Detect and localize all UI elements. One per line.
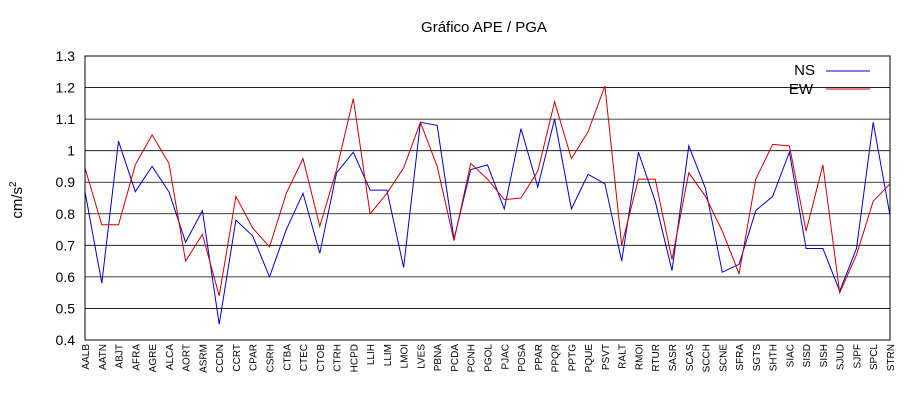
x-tick-label: CCRT bbox=[232, 344, 243, 372]
x-tick-labels: AALB AATN ABJT AFRA AGRE ALCA AORT ASRM CCDN CCRT… bbox=[81, 344, 897, 373]
x-tick-label: SIAC bbox=[785, 344, 796, 367]
grid-lines bbox=[85, 87, 890, 309]
x-tick-label: SCAS bbox=[685, 344, 696, 372]
legend: NS EW bbox=[789, 62, 870, 98]
x-tick-label: CTRH bbox=[333, 344, 344, 372]
legend-label-ns: NS bbox=[794, 62, 815, 79]
x-tick-label: SISH bbox=[819, 344, 830, 367]
x-tick-label: LLIH bbox=[366, 344, 377, 365]
x-tick-label: POSA bbox=[517, 344, 528, 372]
x-tick-label: PQUE bbox=[584, 344, 595, 373]
x-tick-label: AORT bbox=[182, 344, 193, 372]
x-tick-label: RTUR bbox=[651, 344, 662, 372]
x-tick-label: RALT bbox=[618, 344, 629, 369]
y-tick-label: 0.9 bbox=[56, 174, 76, 190]
y-tick-label: 0.5 bbox=[56, 300, 76, 316]
plot-area-border bbox=[84, 55, 891, 341]
x-tick-label: PCNH bbox=[467, 344, 478, 372]
x-tick-label: CTOB bbox=[316, 344, 327, 372]
y-axis-label-text: cm/s bbox=[9, 187, 26, 219]
x-tick-label: AALB bbox=[81, 344, 92, 370]
x-tick-label: ASRM bbox=[198, 344, 209, 373]
x-tick-label: RMOI bbox=[634, 344, 645, 370]
x-tick-label: SFRA bbox=[735, 344, 746, 371]
y-tick-label: 1.3 bbox=[56, 48, 76, 64]
x-tick-label: SASR bbox=[668, 344, 679, 371]
x-tick-label: PCDA bbox=[450, 344, 461, 372]
y-tick-label: 0.4 bbox=[56, 332, 76, 348]
series-lines bbox=[84, 85, 891, 325]
x-tick-label: SJUD bbox=[836, 344, 847, 370]
x-tick-label: ABJT bbox=[115, 344, 126, 368]
x-tick-label: HCPD bbox=[349, 344, 360, 372]
x-tick-label: SPCL bbox=[869, 344, 880, 371]
x-tick-label: PPAR bbox=[534, 344, 545, 371]
x-tick-label: PPQR bbox=[551, 344, 562, 372]
y-tick-labels: 0.4 0.5 0.6 0.7 0.8 0.9 1 1.1 1.2 1.3 bbox=[56, 48, 76, 348]
legend-label-ew: EW bbox=[789, 81, 814, 98]
x-tick-label: CPAR bbox=[249, 344, 260, 371]
x-tick-label: LLIM bbox=[383, 344, 394, 366]
x-tick-label: PBNA bbox=[433, 344, 444, 372]
x-tick-label: SHTH bbox=[769, 344, 780, 371]
x-tick-label: SGTS bbox=[752, 344, 763, 372]
y-tick-label: 1.1 bbox=[56, 111, 76, 127]
x-tick-label: LMOI bbox=[400, 344, 411, 368]
y-tick-label: 0.7 bbox=[56, 237, 76, 253]
x-tick-label: LVES bbox=[416, 344, 427, 369]
x-tick-label: CTEC bbox=[299, 344, 310, 371]
x-tick-label: STRN bbox=[886, 344, 897, 371]
x-tick-label: SCNE bbox=[718, 344, 729, 372]
x-tick-label: SJPF bbox=[852, 344, 863, 368]
x-tick-label: AATN bbox=[98, 344, 109, 370]
x-tick-label: ALCA bbox=[165, 344, 176, 370]
x-tick-label: PGOL bbox=[484, 344, 495, 372]
y-tick-label: 1 bbox=[67, 143, 75, 159]
y-tick-label: 0.6 bbox=[56, 269, 76, 285]
series-line-ns bbox=[84, 118, 891, 325]
x-tick-label: PJAC bbox=[500, 344, 511, 370]
x-tick-label: SISD bbox=[802, 344, 813, 367]
x-tick-label: AGRE bbox=[148, 344, 159, 373]
x-tick-label: CCDN bbox=[215, 344, 226, 373]
x-tick-label: CSRH bbox=[265, 344, 276, 372]
y-axis-label: cm/s2 bbox=[8, 181, 26, 219]
y-tick-label: 1.2 bbox=[56, 80, 76, 96]
x-tick-label: AFRA bbox=[131, 344, 142, 371]
chart-title: Gráfico APE / PGA bbox=[421, 19, 547, 36]
y-tick-label: 0.8 bbox=[56, 206, 76, 222]
x-tick-label: PPTG bbox=[567, 344, 578, 371]
x-tick-label: CTBA bbox=[282, 344, 293, 371]
series-line-ew bbox=[84, 85, 891, 296]
x-tick-label: SCCH bbox=[702, 344, 713, 372]
x-tick-label: PSVT bbox=[601, 344, 612, 370]
y-axis-label-superscript: 2 bbox=[8, 181, 19, 187]
